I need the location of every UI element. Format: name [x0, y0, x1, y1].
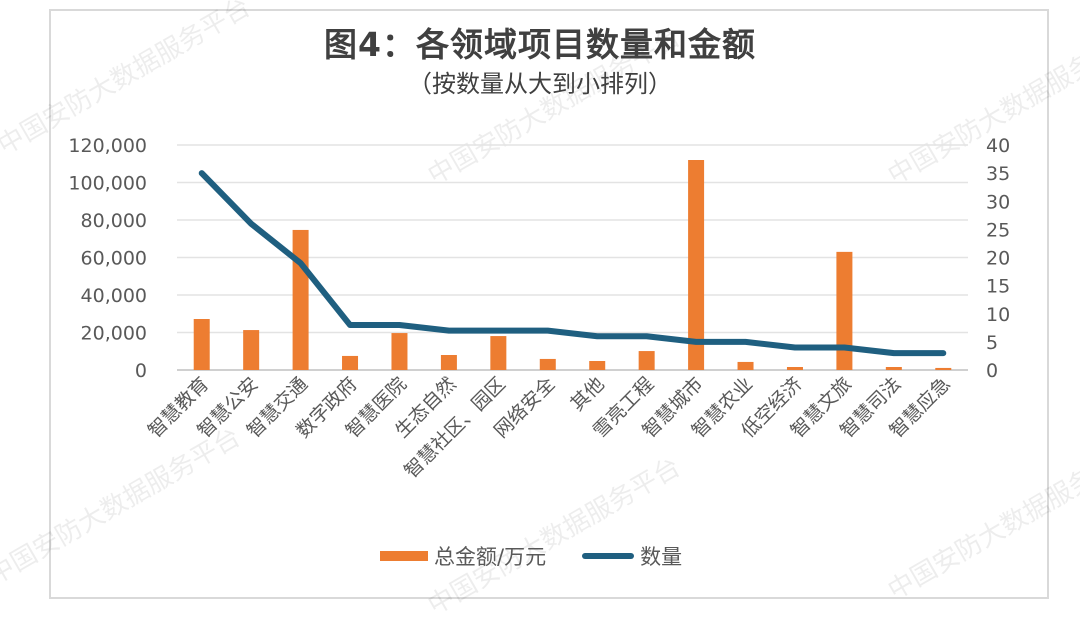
bar [589, 361, 606, 370]
y-left-tick: 20,000 [81, 323, 147, 345]
bar [885, 367, 902, 370]
bar [342, 355, 359, 370]
bar [490, 336, 507, 370]
chart-plot: 0 20,000 40,000 60,000 80,000 100,000 120,000 0… [68, 135, 1010, 483]
bar [786, 367, 803, 370]
y-left-tick: 0 [135, 360, 147, 382]
y-right-tick: 35 [986, 163, 1010, 185]
y-left-tick: 80,000 [81, 210, 147, 232]
chart-subtitle: （按数量从大到小排列） [408, 70, 672, 98]
y-right-tick: 10 [986, 304, 1010, 326]
count-line [198, 170, 947, 357]
y-left-tick: 40,000 [81, 285, 147, 307]
y-right-tick: 5 [986, 332, 998, 354]
y-right-tick: 25 [986, 219, 1010, 241]
bar [935, 367, 952, 370]
chart-title: 图4：各领域项目数量和金额 [324, 25, 756, 64]
y-right-tick: 15 [986, 276, 1010, 298]
chart-legend: 总金额/万元 数量 [380, 541, 682, 571]
legend-bar-swatch [380, 551, 428, 561]
bar [836, 251, 853, 370]
bar [440, 355, 457, 370]
bar [737, 361, 754, 370]
bar [243, 330, 260, 370]
legend-line-swatch [582, 553, 635, 559]
y-right-tick: 40 [986, 135, 1010, 157]
y-left-tick: 60,000 [81, 248, 147, 270]
y-right-tick: 20 [986, 248, 1010, 270]
legend-line-label: 数量 [640, 545, 683, 569]
legend-bar-label: 总金额/万元 [434, 545, 547, 569]
bar [193, 319, 210, 370]
bar [391, 333, 408, 370]
bar [539, 358, 556, 370]
x-axis-label: 其他 [566, 373, 608, 415]
bar [688, 160, 705, 370]
bar [638, 351, 655, 370]
y-left-tick: 120,000 [68, 135, 147, 157]
y-left-tick: 100,000 [68, 173, 147, 195]
bar [292, 229, 309, 370]
y-right-tick: 30 [986, 191, 1010, 213]
y-right-tick: 0 [986, 360, 998, 382]
